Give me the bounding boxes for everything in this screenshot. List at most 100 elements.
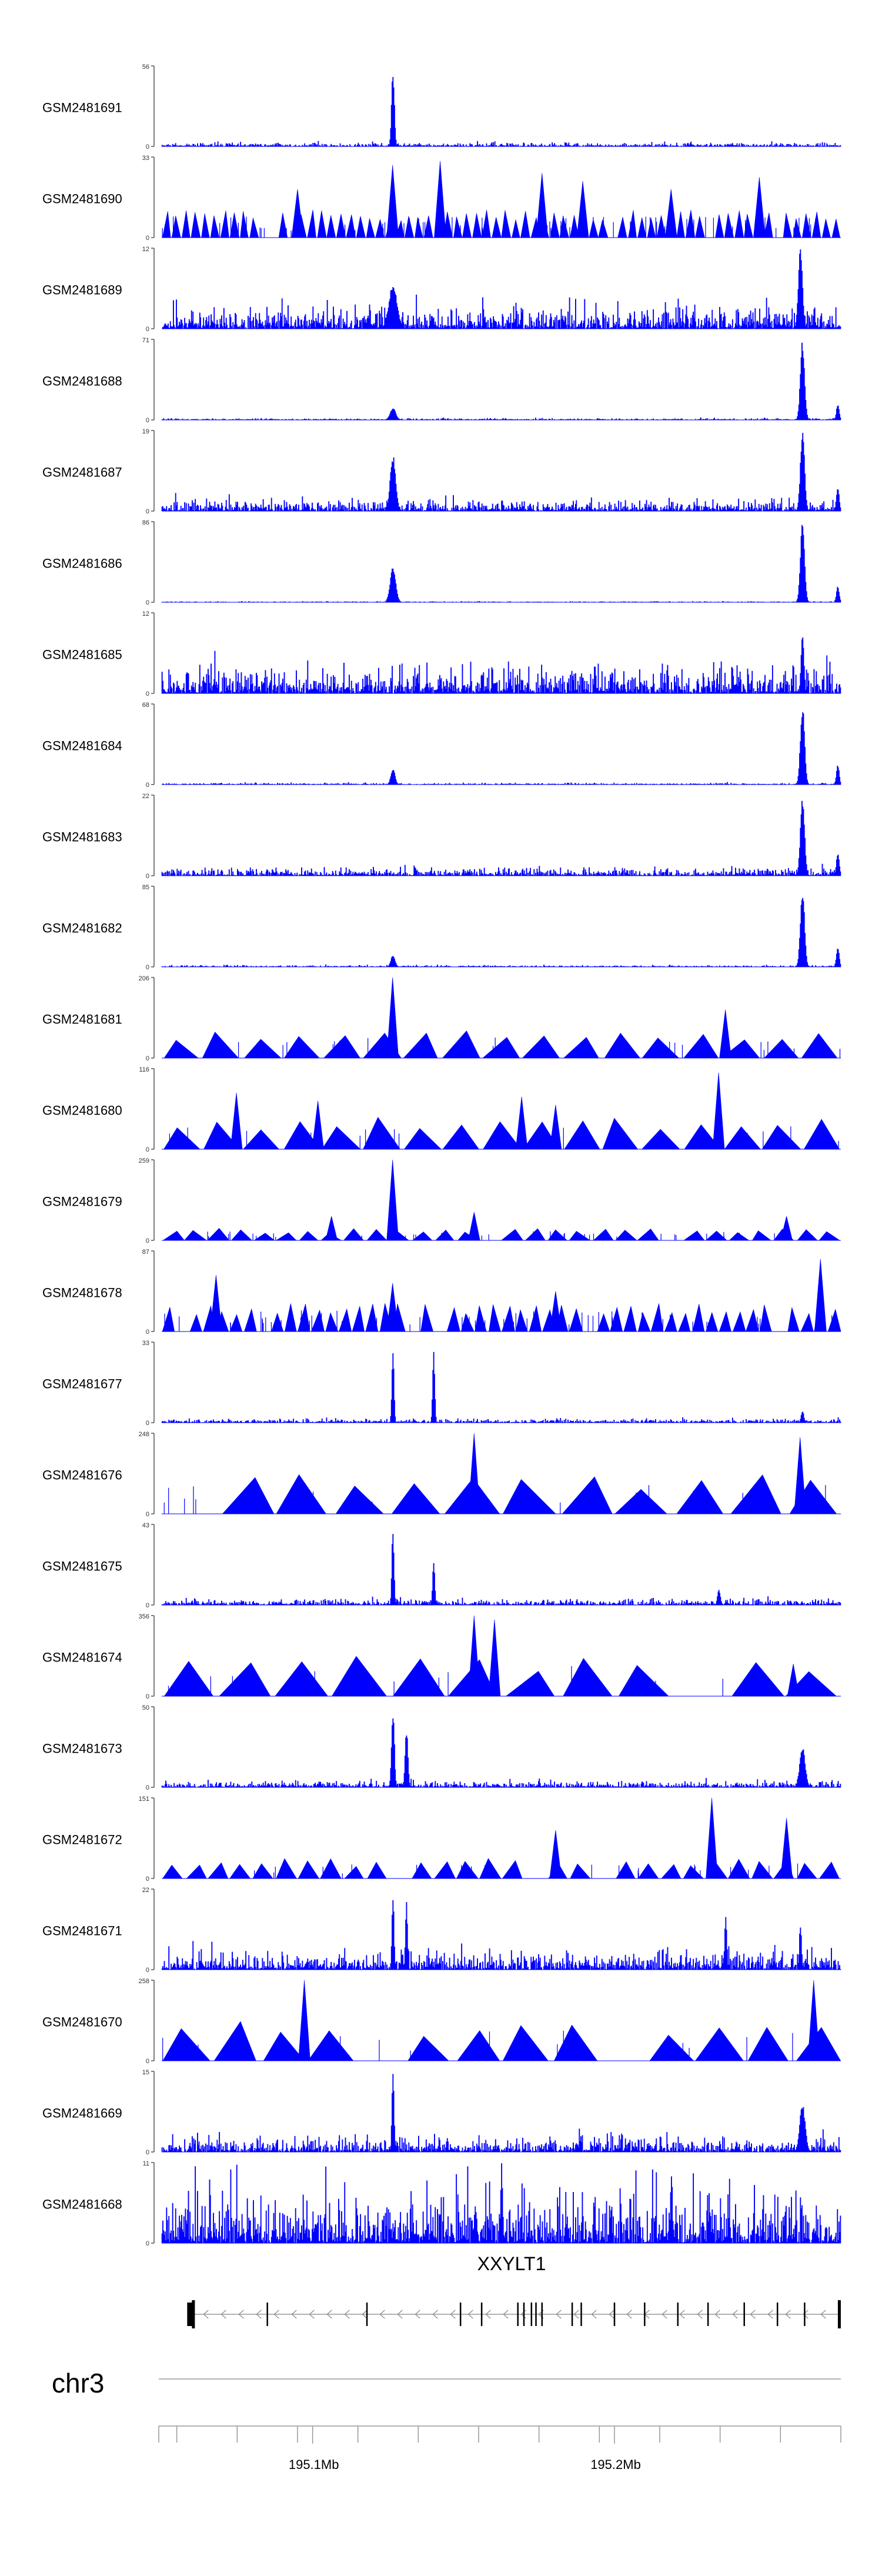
track-label: GSM2481685 (42, 648, 122, 662)
exon-mark (523, 2303, 525, 2326)
coverage-ticks (164, 1310, 833, 1332)
y-min-label: 0 (146, 1329, 149, 1336)
y-min-label: 0 (146, 417, 149, 424)
coverage-peak (794, 1437, 807, 1514)
track-label: GSM2481687 (42, 465, 122, 480)
coverage-ticks (163, 1484, 826, 1514)
coverage-peak (780, 1818, 793, 1879)
coverage-peak (712, 1072, 725, 1150)
coverage-peak (386, 977, 399, 1059)
exon-mark (644, 2303, 646, 2326)
track-label: GSM2481673 (42, 1741, 122, 1756)
exon-mark (541, 2303, 543, 2326)
coverage-ticks (168, 1666, 809, 1696)
track-GSM2481688: GSM2481688 71 0 (42, 337, 841, 424)
y-min-label: 0 (146, 1511, 149, 1518)
track-GSM2481670: GSM2481670 258 0 (42, 1978, 841, 2065)
y-max-label: 43 (142, 1522, 149, 1529)
track-GSM2481678: GSM2481678 87 0 (42, 1249, 841, 1336)
coverage-peak (386, 165, 399, 238)
coverage-peak (664, 189, 677, 238)
coverage-triangles (163, 1030, 838, 1059)
coverage-signal (161, 1534, 841, 1606)
track-label: GSM2481678 (42, 1286, 122, 1300)
y-min-label: 0 (146, 1784, 149, 1791)
track-label: GSM2481682 (42, 921, 122, 936)
y-min-label: 0 (146, 1876, 149, 1883)
track-GSM2481689: GSM2481689 12 0 (42, 246, 841, 333)
chromosome-axis: chr3 195.1Mb 195.2Mb (52, 2368, 841, 2472)
y-max-label: 22 (142, 793, 149, 800)
y-min-label: 0 (146, 2149, 149, 2156)
y-max-label: 71 (142, 337, 149, 344)
coverage-peak (386, 1159, 399, 1241)
track-GSM2481681: GSM2481681 206 0 (42, 975, 841, 1062)
y-max-label: 248 (139, 1431, 149, 1438)
track-GSM2481680: GSM2481680 116 0 (42, 1066, 841, 1153)
y-max-label: 259 (139, 1157, 149, 1164)
y-max-label: 258 (139, 1978, 149, 1985)
y-max-label: 33 (142, 155, 149, 162)
coverage-ticks (169, 1125, 839, 1149)
track-label: GSM2481690 (42, 192, 122, 206)
coverage-peak (386, 1283, 399, 1332)
track-GSM2481677: GSM2481677 33 0 (42, 1340, 841, 1427)
coverage-peak (787, 1664, 800, 1697)
exon-mark (192, 2300, 195, 2328)
exon-mark (535, 2303, 537, 2326)
exon-mark (480, 2303, 483, 2326)
coverage-peak (549, 1830, 562, 1879)
y-max-label: 12 (142, 610, 149, 618)
track-GSM2481679: GSM2481679 259 0 (42, 1157, 841, 1244)
strand-chevrons (203, 2310, 826, 2319)
y-max-label: 50 (142, 1704, 149, 1711)
coverage-signal (161, 76, 841, 147)
track-label: GSM2481668 (42, 2197, 122, 2212)
track-label: GSM2481681 (42, 1012, 122, 1027)
chromosome-label: chr3 (52, 2368, 104, 2398)
track-GSM2481690: GSM2481690 33 0 (42, 155, 841, 242)
track-GSM2481673: GSM2481673 50 0 (42, 1704, 841, 1791)
track-label: GSM2481669 (42, 2106, 122, 2121)
y-max-label: 22 (142, 1887, 149, 1894)
exon-mark (517, 2303, 519, 2326)
track-label: GSM2481670 (42, 2015, 122, 2030)
coverage-signal (161, 2074, 841, 2153)
coverage-peak (807, 1980, 820, 2061)
track-label: GSM2481674 (42, 1650, 122, 1665)
track-GSM2481669: GSM2481669 15 0 (42, 2069, 841, 2156)
track-label: GSM2481688 (42, 374, 122, 389)
exon-mark (677, 2303, 679, 2326)
axis-tick-label: 195.2Mb (590, 2457, 641, 2472)
exon-mark (530, 2303, 533, 2326)
track-label: GSM2481679 (42, 1194, 122, 1209)
y-max-label: 87 (142, 1249, 149, 1256)
track-GSM2481675: GSM2481675 43 0 (42, 1522, 841, 1609)
coverage-peak (576, 181, 589, 238)
track-GSM2481683: GSM2481683 22 0 (42, 793, 841, 880)
track-GSM2481674: GSM2481674 356 0 (42, 1613, 841, 1700)
track-label: GSM2481686 (42, 556, 122, 571)
coverage-ticks (224, 1037, 841, 1058)
coverage-triangles (162, 1228, 840, 1241)
coverage-peak (549, 1105, 562, 1150)
y-max-label: 85 (142, 884, 149, 891)
coverage-peak (291, 189, 304, 238)
coverage-peak (515, 1096, 528, 1150)
axis-tick-label: 195.1Mb (289, 2457, 339, 2472)
y-min-label: 0 (146, 235, 149, 242)
utr-block (187, 2303, 193, 2326)
coverage-signal (161, 342, 841, 421)
track-GSM2481671: GSM2481671 22 0 (42, 1887, 841, 1974)
y-min-label: 0 (146, 1237, 149, 1244)
coverage-peak (467, 1615, 480, 1697)
track-label: GSM2481677 (42, 1377, 122, 1392)
track-GSM2481676: GSM2481676 248 0 (42, 1431, 841, 1518)
coverage-triangles (163, 1117, 840, 1150)
track-label: GSM2481691 (42, 101, 122, 115)
coverage-peak (753, 177, 766, 238)
y-min-label: 0 (146, 1055, 149, 1062)
track-label: GSM2481671 (42, 1924, 122, 1938)
coverage-peak (325, 1216, 338, 1241)
